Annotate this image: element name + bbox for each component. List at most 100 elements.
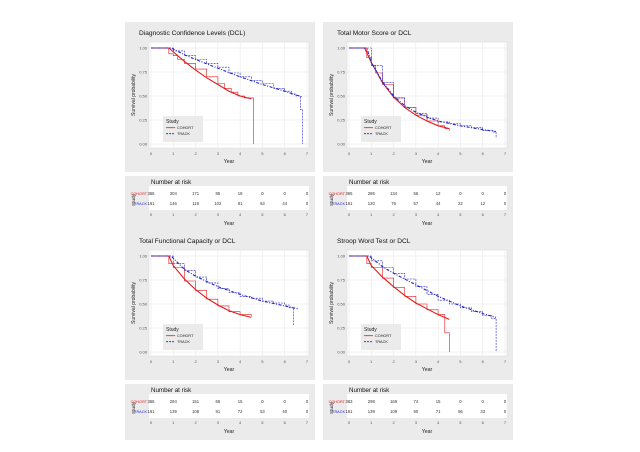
x-tick-label: 5 [261, 151, 264, 156]
legend-entry: COHORT [177, 126, 194, 130]
y-axis-label: Survival probability [131, 74, 137, 116]
risk-count: 294 [170, 399, 178, 404]
risk-x-tick-label: 2 [194, 420, 197, 425]
x-tick-label: 3 [217, 151, 220, 156]
y-tick-label: 0.50 [337, 94, 346, 99]
risk-x-tick-label: 0 [150, 420, 153, 425]
legend-title: Study [364, 327, 377, 333]
risk-x-tick-label: 4 [437, 212, 440, 217]
y-tick-label: 0.50 [337, 302, 346, 307]
risk-count: 0 [284, 191, 287, 196]
risk-count: 139 [368, 409, 376, 414]
risk-count: 0 [459, 399, 462, 404]
x-tick-label: 4 [239, 151, 242, 156]
legend-entry: TRACK [177, 340, 190, 344]
risk-count: 66 [216, 399, 221, 404]
series-line-cohort-fit [151, 47, 252, 100]
y-tick-label: 0.75 [337, 70, 346, 75]
risk-count: 298 [368, 399, 376, 404]
y-tick-label: 0.75 [139, 278, 148, 283]
y-tick-label: 0.25 [139, 326, 148, 331]
x-tick-label: 6 [284, 151, 287, 156]
risk-x-tick-label: 6 [284, 212, 287, 217]
x-tick-label: 2 [194, 151, 197, 156]
risk-count: 85 [216, 191, 221, 196]
risk-table-area [347, 186, 507, 210]
y-tick-label: 0.75 [337, 278, 346, 283]
risk-count: 44 [436, 201, 441, 206]
risk-row-label: TRACK [134, 202, 147, 206]
legend-box [163, 116, 203, 142]
risk-count: 0 [459, 191, 462, 196]
risk-row-label: TRACK [332, 410, 345, 414]
x-tick-label: 0 [348, 151, 351, 156]
y-tick-label: 0.75 [139, 70, 148, 75]
risk-row-label: TRACK [332, 202, 345, 206]
x-tick-label: 4 [239, 359, 242, 364]
risk-count: 76 [391, 201, 396, 206]
risk-x-axis-label: Year [422, 221, 433, 227]
risk-row-label: COHORT [131, 192, 148, 196]
risk-count: 40 [282, 409, 287, 414]
y-tick-label: 0.25 [337, 326, 346, 331]
x-tick-label: 5 [261, 359, 264, 364]
risk-count: 56 [458, 409, 463, 414]
risk-count: 171 [192, 191, 200, 196]
risk-x-tick-label: 7 [504, 420, 507, 425]
y-tick-label: 1.00 [337, 254, 346, 259]
risk-x-tick-label: 4 [239, 212, 242, 217]
risk-count: 161 [148, 201, 156, 206]
risk-count: 63 [260, 201, 265, 206]
risk-table-area [149, 394, 309, 418]
risk-count: 118 [192, 201, 199, 206]
series-line-cohort-fit [349, 255, 450, 320]
risk-x-tick-label: 6 [482, 420, 485, 425]
risk-count: 57 [414, 201, 419, 206]
risk-x-tick-label: 6 [284, 420, 287, 425]
series-line-cohort-km [349, 255, 450, 352]
risk-count: 15 [436, 399, 441, 404]
risk-table-title: Number at risk [151, 387, 192, 394]
chart-title: Total Functional Capacity or DCL [139, 238, 236, 245]
risk-x-tick-label: 5 [459, 420, 462, 425]
risk-x-tick-label: 3 [415, 212, 418, 217]
legend-entry: COHORT [177, 334, 194, 338]
risk-table-area [149, 186, 309, 210]
series-line-track-km [349, 255, 497, 352]
y-axis-label: Survival probability [131, 282, 137, 324]
series-line-track-fit [349, 255, 497, 318]
x-axis-label: Year [224, 159, 235, 165]
y-tick-label: 0.00 [139, 142, 148, 147]
x-tick-label: 0 [150, 359, 153, 364]
risk-x-tick-label: 7 [306, 420, 309, 425]
x-tick-label: 4 [437, 359, 440, 364]
risk-x-tick-label: 5 [261, 420, 264, 425]
risk-count: 151 [192, 399, 200, 404]
y-tick-label: 1.00 [139, 254, 148, 259]
risk-table-title: Number at risk [349, 387, 390, 394]
series-line-track-fit [151, 47, 303, 98]
risk-row-label: COHORT [329, 400, 346, 404]
risk-count: 0 [306, 409, 309, 414]
legend-title: Study [364, 119, 377, 125]
risk-count: 0 [482, 191, 485, 196]
risk-count: 161 [346, 409, 354, 414]
legend-entry: TRACK [177, 132, 190, 136]
y-tick-label: 0.50 [139, 302, 148, 307]
risk-count: 286 [368, 191, 376, 196]
y-tick-label: 0.00 [337, 350, 346, 355]
x-tick-label: 2 [392, 359, 395, 364]
risk-count: 33 [480, 409, 485, 414]
x-tick-label: 0 [150, 151, 153, 156]
risk-row-label: COHORT [329, 192, 346, 196]
x-axis-label: Year [422, 367, 433, 373]
risk-x-tick-label: 0 [348, 420, 351, 425]
x-tick-label: 5 [459, 359, 462, 364]
risk-table-title: Number at risk [151, 179, 192, 186]
series-line-cohort-fit [151, 255, 252, 318]
risk-x-tick-label: 0 [150, 212, 153, 217]
risk-count: 53 [260, 409, 265, 414]
x-tick-label: 3 [217, 359, 220, 364]
risk-count: 169 [390, 399, 398, 404]
risk-x-tick-label: 2 [194, 212, 197, 217]
